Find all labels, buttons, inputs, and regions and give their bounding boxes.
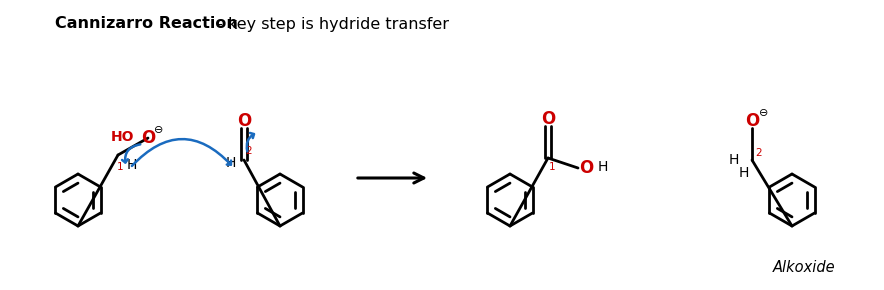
Text: ⊖: ⊖ [155, 125, 164, 135]
Text: H: H [225, 156, 236, 170]
Text: 2: 2 [756, 148, 762, 158]
Text: H: H [598, 160, 608, 174]
Text: O: O [541, 110, 555, 128]
Text: Alkoxide: Alkoxide [773, 260, 835, 276]
Text: 1: 1 [549, 162, 555, 172]
FancyArrowPatch shape [132, 139, 231, 166]
Text: O: O [745, 112, 759, 130]
Text: HO: HO [110, 130, 133, 144]
Text: O: O [237, 112, 251, 130]
Text: H: H [739, 166, 749, 180]
Text: H: H [728, 153, 739, 167]
FancyArrowPatch shape [247, 133, 254, 151]
Text: H: H [126, 158, 137, 172]
Text: 1: 1 [117, 162, 123, 172]
FancyArrowPatch shape [122, 144, 141, 162]
Text: 2: 2 [246, 146, 252, 156]
Text: - key step is hydride transfer: - key step is hydride transfer [212, 17, 449, 32]
Text: O: O [579, 159, 593, 177]
Text: O: O [141, 129, 155, 147]
Text: Cannizarro Reaction: Cannizarro Reaction [55, 17, 238, 32]
Text: ⊖: ⊖ [759, 108, 769, 118]
